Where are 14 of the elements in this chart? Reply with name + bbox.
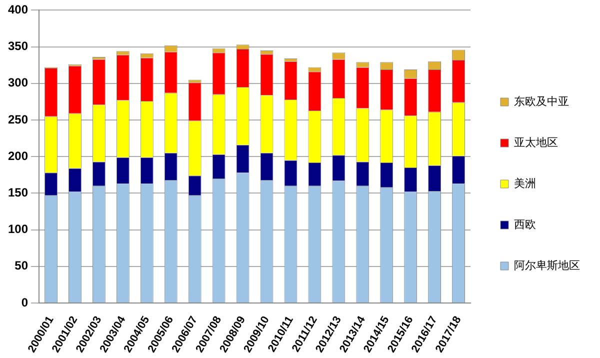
- y-tick-label: 100: [8, 222, 28, 236]
- legend-label: 阿尔卑斯地区: [514, 258, 580, 272]
- legend-label: 东欧及中亚: [514, 94, 569, 108]
- y-tick-label: 200: [8, 148, 28, 163]
- legend-label: 亚太地区: [514, 136, 558, 149]
- y-tick-label: 400: [8, 2, 28, 17]
- y-tick-label: 350: [8, 39, 28, 54]
- y-tick-label: 250: [8, 112, 28, 126]
- y-tick-label: 150: [8, 185, 28, 200]
- y-tick-label: 50: [14, 258, 28, 273]
- legend-label: 西欧: [514, 218, 536, 231]
- y-tick-label: 300: [8, 76, 28, 90]
- legend-label: 美洲: [514, 176, 536, 190]
- y-tick-label: 0: [21, 295, 28, 310]
